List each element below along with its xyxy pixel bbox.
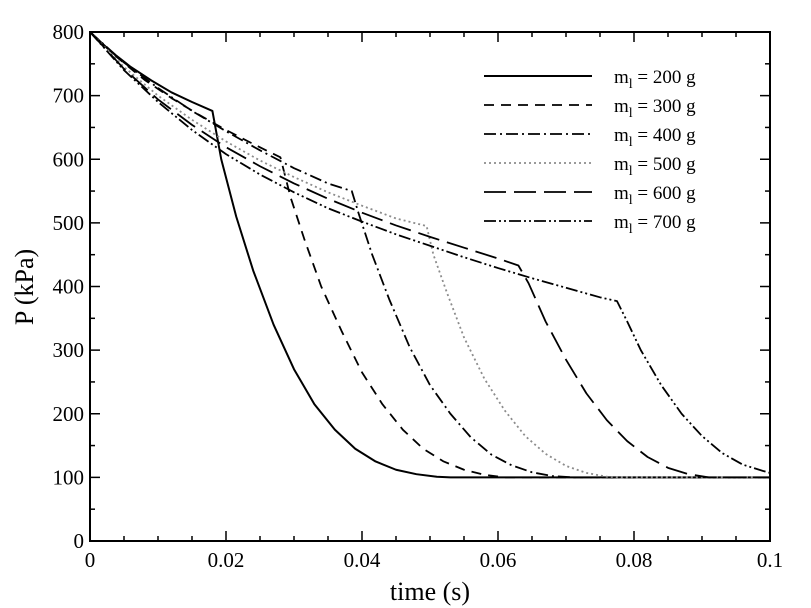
legend-label-2: ml = 300 g (614, 96, 696, 121)
series-line-1 (89, 31, 770, 479)
axis-ticks: 0 0.02 0.04 0.06 0.08 0.1 0 100 200 300 400 500 600 7… (53, 20, 784, 572)
series-line-4 (89, 31, 770, 479)
y-tick-label: 400 (53, 275, 85, 299)
x-tick-label: 0.08 (616, 548, 653, 572)
y-tick-label: 600 (53, 147, 85, 171)
legend-label-3: ml = 400 g (614, 125, 696, 150)
legend-label-4: ml = 500 g (614, 154, 696, 179)
legend: ml = 200 g ml = 300 g ml = 400 g ml = 500 g… (484, 67, 696, 237)
x-axis-title: time (s) (390, 577, 470, 606)
legend-label-6: ml = 700 g (614, 212, 696, 237)
series-line-5 (89, 31, 770, 479)
y-tick-label: 100 (53, 465, 85, 489)
legend-label-5: ml = 600 g (614, 183, 696, 208)
x-tick-label: 0.06 (480, 548, 517, 572)
x-tick-label: 0 (85, 548, 96, 572)
x-tick-label: 0.04 (344, 548, 381, 572)
series-line-2 (89, 31, 770, 479)
series-line-6 (89, 31, 771, 474)
y-tick-label: 0 (74, 529, 85, 553)
y-axis-title: P (kPa) (10, 249, 39, 325)
plot-frame (89, 31, 771, 542)
series-line-3 (89, 31, 770, 479)
y-tick-label: 700 (53, 84, 85, 108)
y-tick-label: 800 (53, 20, 85, 44)
x-tick-label: 0.1 (757, 548, 783, 572)
x-tick-label: 0.02 (208, 548, 245, 572)
y-tick-label: 300 (53, 338, 85, 362)
y-tick-label: 500 (53, 211, 85, 235)
legend-label-1: ml = 200 g (614, 67, 696, 92)
y-tick-label: 200 (53, 402, 85, 426)
series-layer (89, 31, 771, 479)
